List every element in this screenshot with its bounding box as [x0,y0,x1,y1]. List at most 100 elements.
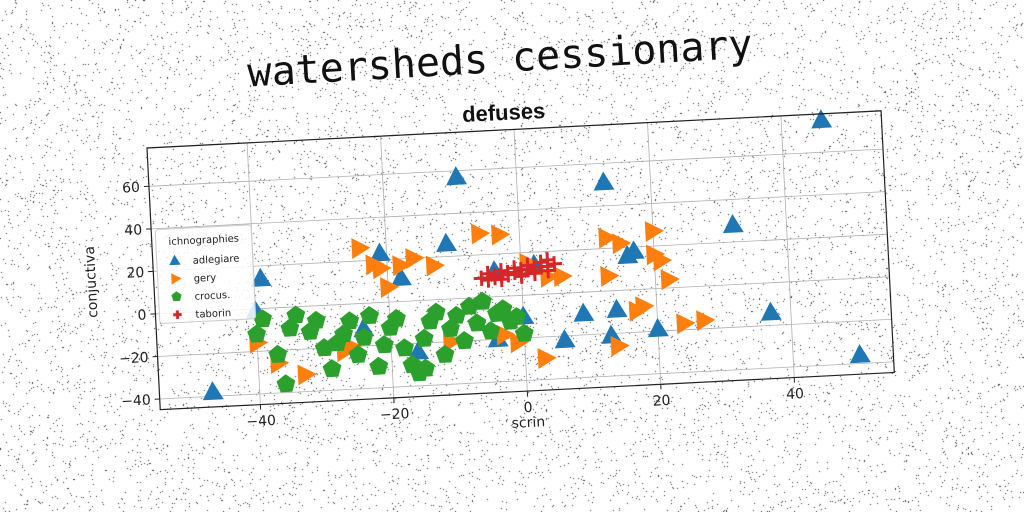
point-taborin [493,271,510,288]
point-adlegiare [573,302,595,322]
x-gridline [780,115,795,378]
point-gery [392,255,412,277]
legend: ichnographies adlegiare gery crocus. tabori… [154,224,257,324]
point-crocus [447,305,466,325]
point-crocus [426,302,446,321]
x-axis-label: scrin [511,414,545,432]
point-adlegiare [760,301,782,321]
legend-marker-crocus [171,291,182,302]
legend-marker-taborin [173,310,182,319]
point-crocus [360,305,379,325]
point-crocus [354,327,374,346]
point-taborin [480,272,496,288]
point-taborin [526,265,543,282]
y-tick-label: −40 [121,392,151,409]
point-taborin [487,269,503,286]
point-gery [372,258,392,280]
point-crocus [454,331,474,350]
point-crocus [435,344,455,364]
point-taborin [473,270,490,286]
point-gery [600,266,620,287]
plus-v [479,270,484,286]
data-points [202,109,871,401]
plus-v [492,269,497,286]
point-gery [379,277,400,299]
point-gery [491,224,511,246]
plus-v [532,265,537,282]
y-tick-label: 40 [124,222,143,239]
point-crocus [374,335,394,354]
point-gery [598,227,618,249]
point-gery [351,238,371,259]
point-crocus [322,359,342,378]
y-gridline [155,276,890,315]
point-crocus [268,344,288,363]
y-gridline [148,148,884,187]
x-tick-label: −20 [380,406,410,423]
point-gery [635,296,655,318]
axis-ticks: −40 −20 0 20 40 −40 −20 0 20 40 60 [119,180,805,431]
legend-label: taborin [195,308,231,321]
point-crocus [286,305,306,324]
point-crocus [507,307,527,326]
y-tick-label: 60 [122,180,141,197]
point-gery [696,310,716,332]
legend-title: ichnographies [168,233,239,248]
point-crocus [395,338,414,357]
point-gery [425,255,445,277]
point-adlegiare [436,232,458,252]
plus-v [519,268,524,284]
y-tick-label: −20 [119,350,149,367]
point-adlegiare [408,340,430,361]
point-gery [537,348,557,369]
point-gery [660,269,680,291]
point-crocus [340,311,360,330]
point-adlegiare [250,267,272,287]
point-gery [297,364,317,386]
point-crocus [348,344,368,364]
point-taborin [513,268,530,284]
point-adlegiare [601,324,623,344]
y-tick-label: 20 [126,265,145,282]
point-gery [553,266,573,288]
point-crocus [416,358,436,377]
point-crocus [386,308,406,328]
point-gery [610,335,630,357]
legend-items: adlegiare gery crocus. taborin [169,253,240,321]
y-gridline [151,191,886,230]
plus-v [486,272,491,288]
legend-label: gery [193,273,216,285]
point-adlegiare [647,318,669,338]
point-adlegiare [446,166,468,186]
point-gery [496,324,516,346]
gridlines [148,115,894,405]
point-crocus [414,328,434,347]
point-adlegiare [202,381,224,401]
point-adlegiare [722,213,744,234]
point-adlegiare [606,298,628,318]
legend-label: adlegiare [193,253,240,266]
legend-marker-gery [171,273,182,285]
point-gery [652,250,673,272]
x-tick-label: 20 [652,393,671,410]
point-crocus [253,309,272,328]
point-adlegiare [811,109,833,129]
point-adlegiare [593,171,615,191]
point-crocus [493,299,513,318]
point-crocus [473,291,492,310]
point-taborin [540,262,556,279]
point-crocus [514,323,534,342]
plus-v [546,262,550,279]
point-gery [676,313,696,335]
point-gery [509,332,530,354]
plus-v [499,271,504,288]
y-tick-label: 0 [137,307,147,323]
point-gery [470,223,491,245]
legend-marker-adlegiare [169,254,181,266]
plot-group: −40 −20 0 20 40 −40 −20 0 20 40 60 scrin conjuctiv… [82,109,895,432]
point-crocus [276,374,296,393]
chart-title: defuses [461,98,545,127]
point-crocus [247,324,267,343]
point-adlegiare [369,242,391,262]
